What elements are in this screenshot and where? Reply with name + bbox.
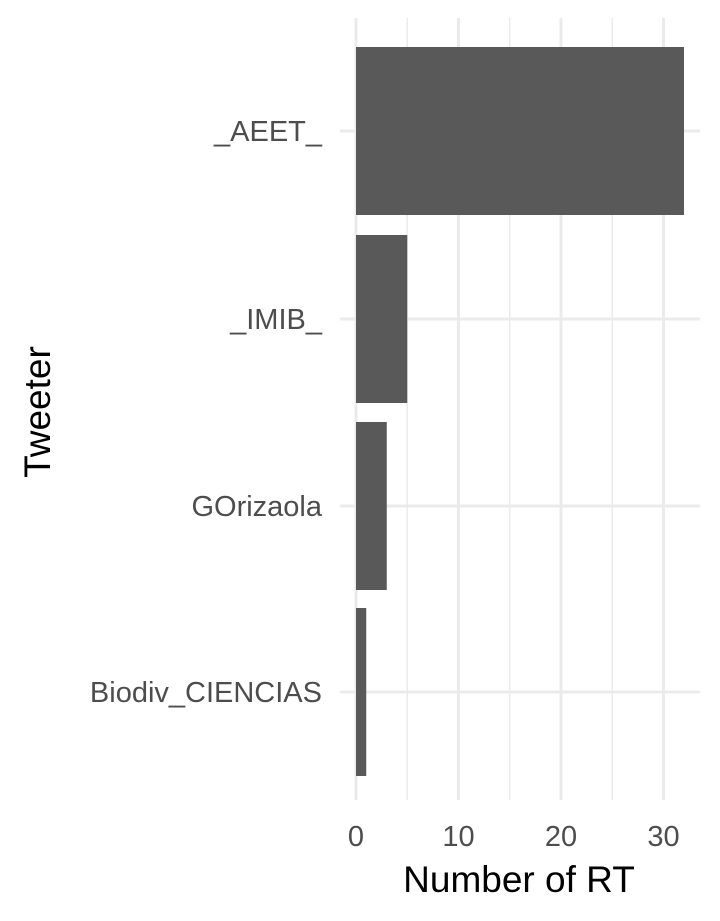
y-axis-title: Tweeter (17, 346, 58, 478)
y-tick-label: Biodiv_CIENCIAS (90, 677, 322, 709)
y-tick-label: _IMIB_ (229, 304, 323, 336)
bars (356, 47, 684, 776)
bar-imib (356, 235, 408, 403)
x-tick-label: 20 (545, 821, 577, 853)
bar-gorizaola (356, 422, 387, 590)
bar-aeet (356, 47, 684, 215)
x-axis-ticks: 0 10 20 30 (348, 821, 680, 853)
y-tick-label: _AEET_ (213, 116, 323, 148)
x-axis-title: Number of RT (403, 859, 635, 900)
bar-biodiv-ciencias (356, 608, 367, 776)
x-tick-label: 30 (647, 821, 679, 853)
x-tick-label: 0 (348, 821, 364, 853)
x-tick-label: 10 (442, 821, 474, 853)
y-axis-ticks: _AEET_ _IMIB_ GOrizaola Biodiv_CIENCIAS (90, 116, 323, 709)
y-tick-label: GOrizaola (191, 491, 322, 523)
